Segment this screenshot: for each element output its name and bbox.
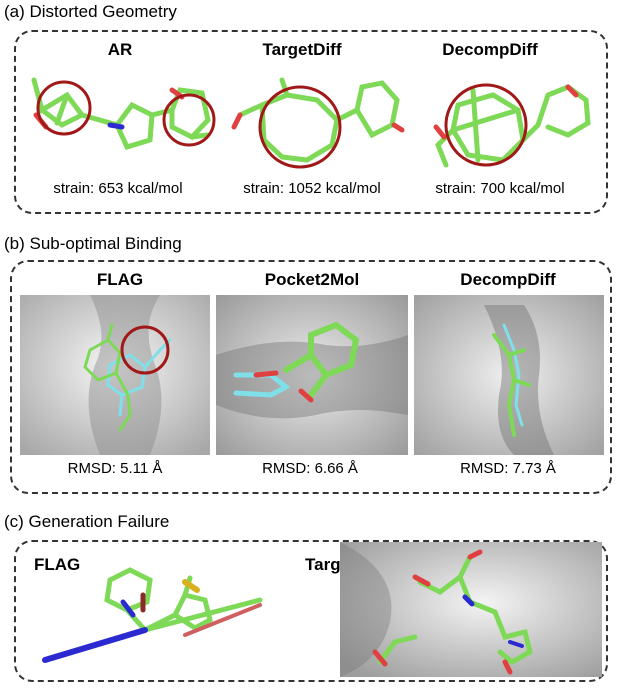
c-targetdiff-panel — [340, 542, 602, 677]
a-decompdiff-circle — [444, 83, 528, 167]
b-flag-circle — [120, 325, 170, 375]
a-caption-targetdiff: strain: 1052 kcal/mol — [243, 180, 381, 197]
section-c-box — [14, 540, 608, 682]
section-b-box — [10, 260, 612, 494]
a-decompdiff-molecule — [408, 65, 598, 175]
b-caption-flag: RMSD: 5.11 Å — [67, 460, 163, 477]
a-title-decompdiff: DecompDiff — [442, 40, 538, 59]
a-ar-molecule — [22, 65, 222, 175]
a-title-targetdiff: TargetDiff — [262, 40, 342, 59]
b-title-decompdiff: DecompDiff — [460, 270, 556, 289]
b-flag-panel — [20, 295, 210, 455]
a-targetdiff-molecule — [222, 65, 407, 175]
a-title-ar: AR — [107, 40, 133, 59]
section-a-box — [14, 30, 608, 214]
b-title-pocket2mol: Pocket2Mol — [264, 270, 360, 289]
section-b-title: (b) Sub-optimal Binding — [4, 234, 182, 253]
c-flag-molecule — [35, 560, 275, 670]
b-title-flag: FLAG — [96, 270, 144, 289]
section-c-title: (c) Generation Failure — [4, 512, 170, 531]
b-decompdiff-panel — [414, 295, 604, 455]
b-caption-pocket2mol: RMSD: 6.66 Å — [262, 460, 358, 477]
a-ar-circle-2 — [162, 93, 216, 147]
section-a-title: (a) Distorted Geometry — [4, 2, 177, 21]
a-caption-ar: strain: 653 kcal/mol — [53, 180, 183, 197]
b-pocket2mol-panel — [216, 295, 408, 455]
b-caption-decompdiff: RMSD: 7.73 Å — [460, 460, 556, 477]
a-targetdiff-circle — [258, 85, 342, 169]
c-title-flag: FLAG — [34, 555, 81, 574]
a-ar-circle-1 — [36, 80, 92, 136]
a-caption-decompdiff: strain: 700 kcal/mol — [435, 180, 565, 197]
